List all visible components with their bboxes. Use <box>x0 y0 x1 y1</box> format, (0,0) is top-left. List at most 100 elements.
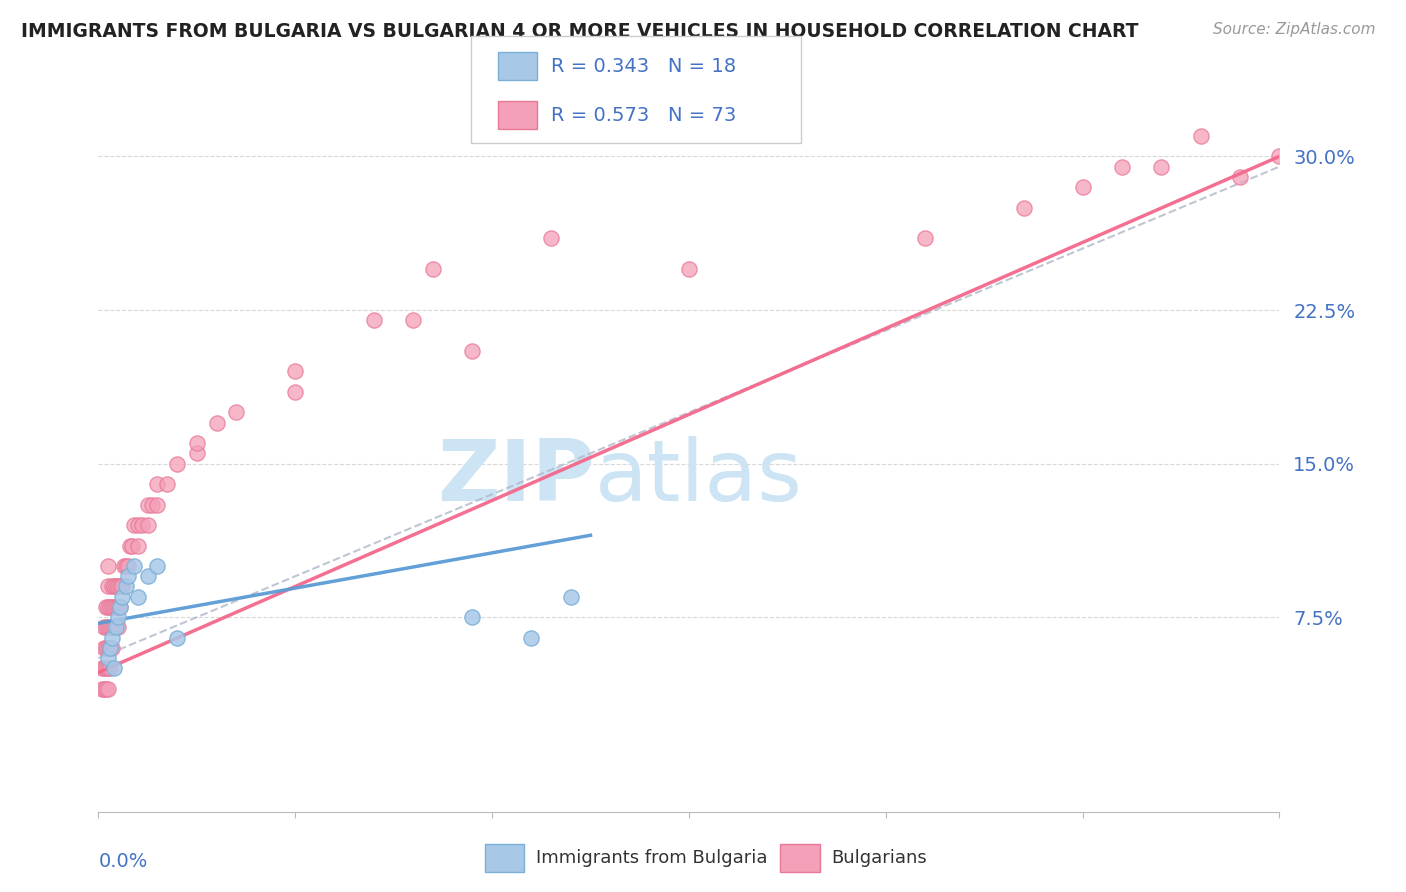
Point <box>186 446 208 460</box>
Text: R = 0.573   N = 73: R = 0.573 N = 73 <box>551 105 737 125</box>
Point <box>122 518 145 533</box>
Text: ZIP: ZIP <box>437 436 595 519</box>
Point <box>146 559 169 574</box>
Point <box>103 579 125 593</box>
Point <box>131 518 153 533</box>
Point <box>136 518 159 533</box>
Point <box>1268 149 1291 163</box>
Point <box>97 640 120 655</box>
Point <box>97 661 120 675</box>
Point <box>141 498 163 512</box>
Point <box>1012 201 1035 215</box>
Point <box>146 498 169 512</box>
Point <box>101 631 124 645</box>
Point <box>105 579 128 593</box>
Point <box>284 364 307 378</box>
Point <box>103 620 125 634</box>
Point <box>98 620 121 634</box>
Point <box>363 313 385 327</box>
Point <box>107 579 129 593</box>
Point <box>186 436 208 450</box>
Point <box>107 599 129 614</box>
Point <box>105 599 128 614</box>
Point <box>108 599 131 614</box>
Point <box>93 661 115 675</box>
Point <box>1229 169 1251 184</box>
Point <box>127 539 149 553</box>
Point <box>117 569 139 583</box>
Point <box>103 599 125 614</box>
Point <box>115 579 138 593</box>
Point <box>97 651 120 665</box>
Point <box>107 620 129 634</box>
Point <box>560 590 582 604</box>
Point <box>146 477 169 491</box>
Point <box>96 681 118 696</box>
Point <box>678 262 700 277</box>
Point <box>156 477 179 491</box>
Point <box>96 620 118 634</box>
Point <box>97 579 120 593</box>
Point <box>112 559 135 574</box>
Text: IMMIGRANTS FROM BULGARIA VS BULGARIAN 4 OR MORE VEHICLES IN HOUSEHOLD CORRELATIO: IMMIGRANTS FROM BULGARIA VS BULGARIAN 4 … <box>21 22 1139 41</box>
Text: 0.0%: 0.0% <box>98 852 148 871</box>
Point <box>101 599 124 614</box>
Point <box>118 539 141 553</box>
Point <box>225 405 247 419</box>
Point <box>101 620 124 634</box>
Point <box>1189 128 1212 143</box>
Point <box>136 569 159 583</box>
Point <box>97 559 120 574</box>
Point <box>115 559 138 574</box>
Text: Bulgarians: Bulgarians <box>831 849 927 867</box>
Point <box>166 631 188 645</box>
Point <box>93 640 115 655</box>
Text: Immigrants from Bulgaria: Immigrants from Bulgaria <box>536 849 768 867</box>
Point <box>96 640 118 655</box>
Point <box>97 599 120 614</box>
Point <box>105 620 128 634</box>
Text: atlas: atlas <box>595 436 803 519</box>
Point <box>111 579 134 593</box>
Point <box>98 599 121 614</box>
Point <box>96 661 118 675</box>
Point <box>127 590 149 604</box>
Point <box>122 559 145 574</box>
Point <box>1071 180 1094 194</box>
Point <box>111 590 134 604</box>
Point <box>166 457 188 471</box>
Point <box>91 661 114 675</box>
Point <box>284 384 307 399</box>
Point <box>108 579 131 593</box>
Point <box>108 599 131 614</box>
Point <box>461 343 484 358</box>
Point <box>402 313 425 327</box>
Point <box>205 416 228 430</box>
Point <box>1111 160 1133 174</box>
Point <box>914 231 936 245</box>
Point <box>117 559 139 574</box>
Point <box>96 599 118 614</box>
Point <box>461 610 484 624</box>
Point <box>98 640 121 655</box>
Point <box>103 661 125 675</box>
Text: R = 0.343   N = 18: R = 0.343 N = 18 <box>551 56 737 76</box>
Point <box>91 681 114 696</box>
Point <box>107 610 129 624</box>
Point <box>121 539 143 553</box>
Point <box>101 579 124 593</box>
Point <box>127 518 149 533</box>
Point <box>93 620 115 634</box>
Point <box>97 681 120 696</box>
Point <box>1150 160 1173 174</box>
Point <box>101 640 124 655</box>
Point <box>93 681 115 696</box>
Point <box>540 231 562 245</box>
Point <box>422 262 444 277</box>
Text: Source: ZipAtlas.com: Source: ZipAtlas.com <box>1212 22 1375 37</box>
Point <box>136 498 159 512</box>
Point <box>98 661 121 675</box>
Point <box>97 620 120 634</box>
Point <box>98 640 121 655</box>
Point <box>520 631 543 645</box>
